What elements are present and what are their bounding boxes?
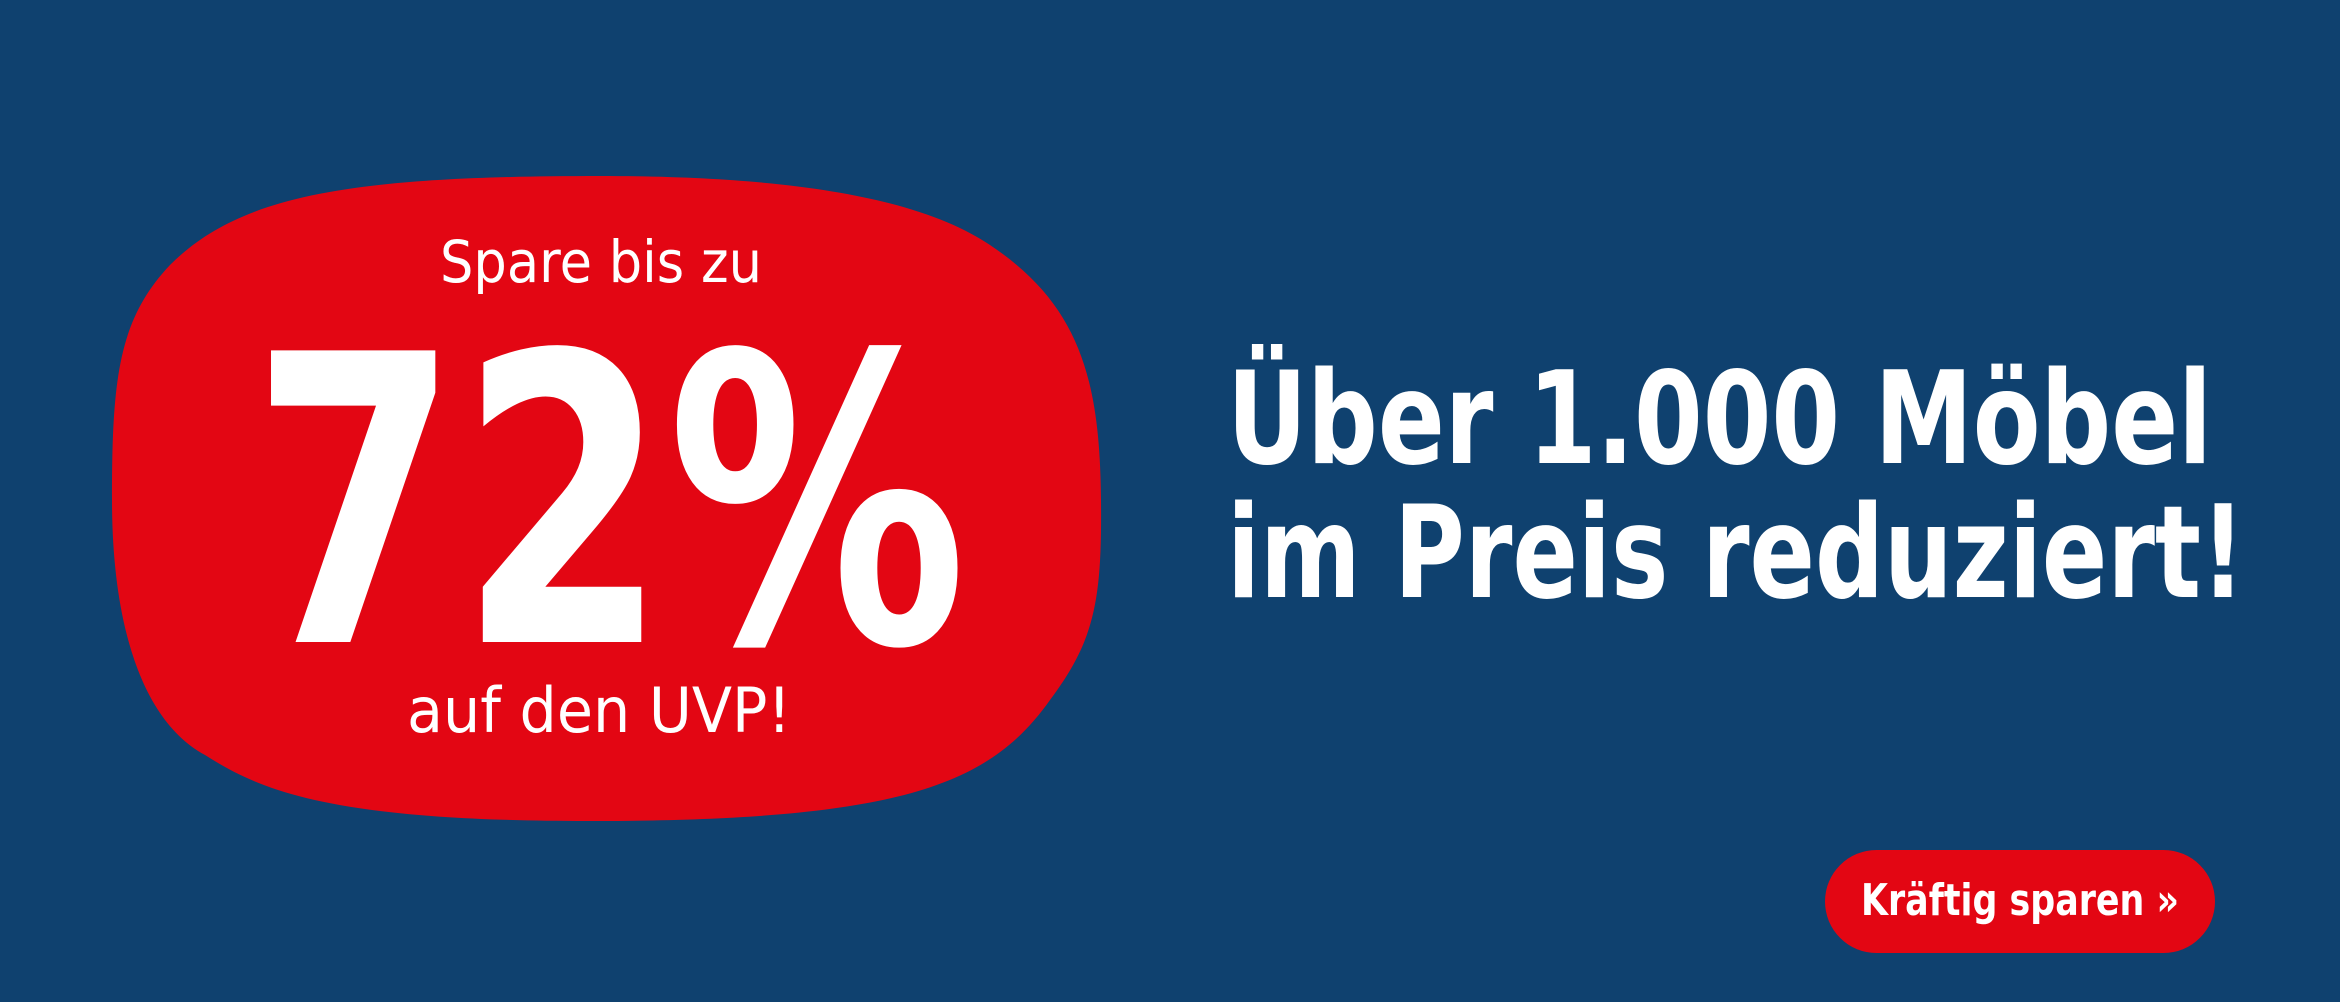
red-badge-blob	[112, 176, 1102, 822]
headline-line-2: im Preis reduziert!	[1227, 479, 2245, 628]
cta-button-background[interactable]	[1825, 850, 2215, 953]
badge-top-line: Spare bis zu	[440, 228, 762, 296]
cta-button[interactable]: Kräftig sparen »	[1825, 850, 2215, 953]
badge-bottom-line: auf den UVP!	[407, 674, 791, 747]
cta-button-label[interactable]: Kräftig sparen »	[1861, 875, 2179, 926]
badge-percent: 72%	[251, 272, 967, 737]
headline-line-1: Über 1.000 Möbel	[1227, 344, 2212, 494]
